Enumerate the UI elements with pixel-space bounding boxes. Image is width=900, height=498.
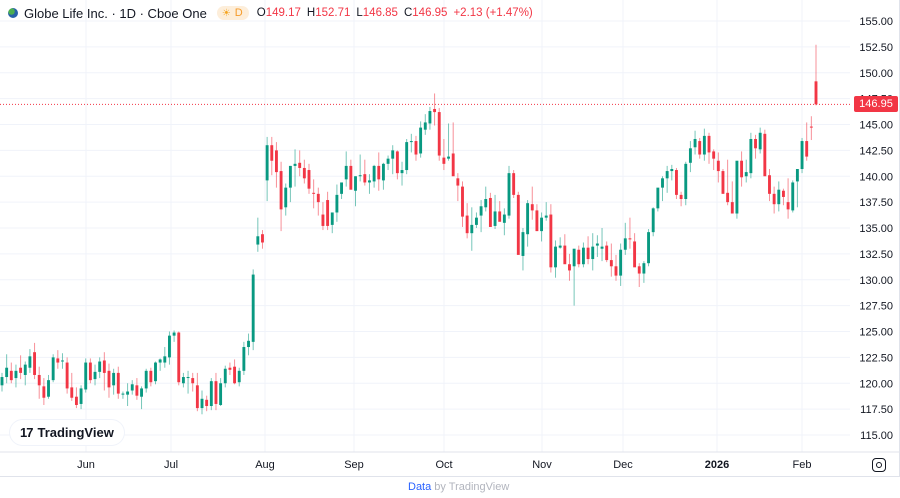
footer-attribution: Data by TradingView: [408, 481, 509, 493]
ohlc-values: O149.17 H152.71 L146.85 C146.95 +2.13 (+…: [257, 7, 533, 19]
price-tick-label: 152.50: [859, 42, 893, 54]
time-tick-label: Feb: [793, 459, 812, 471]
price-tick-label: 140.00: [859, 171, 893, 183]
price-tick-label: 142.50: [859, 145, 893, 157]
last-price-tag: 146.95: [854, 96, 898, 113]
time-tick-label: Oct: [435, 459, 452, 471]
time-tick-label: Jun: [77, 459, 95, 471]
price-tick-label: 132.50: [859, 249, 893, 261]
price-tick-label: 130.00: [859, 275, 893, 287]
price-tick-label: 145.00: [859, 120, 893, 132]
close-label: C: [403, 7, 413, 19]
gear-icon[interactable]: [872, 458, 886, 472]
high-label: H: [306, 7, 316, 19]
price-tick-label: 125.00: [859, 327, 893, 339]
symbol-title[interactable]: Globe Life Inc. · 1D · Cboe One: [24, 5, 207, 21]
tradingview-mark-icon: 17: [20, 425, 34, 440]
time-tick-label: Nov: [532, 459, 552, 471]
time-tick-label: 2026: [705, 459, 729, 471]
candlestick-chart[interactable]: 155.00152.50150.00147.50145.00142.50140.…: [0, 0, 900, 477]
time-tick-label: Jul: [164, 459, 178, 471]
close-value: 146.95: [412, 7, 448, 19]
high-value: 152.71: [315, 7, 351, 19]
time-tick-label: Dec: [613, 459, 633, 471]
symbol-legend: Globe Life Inc. · 1D · Cboe One ☀ D O149…: [8, 4, 533, 22]
price-tick-label: 150.00: [859, 68, 893, 80]
globe-icon: [8, 8, 18, 18]
time-tick-label: Sep: [344, 459, 364, 471]
market-status-badge[interactable]: ☀ D: [216, 6, 249, 20]
open-label: O: [256, 7, 266, 19]
price-tick-label: 115.00: [860, 430, 893, 442]
price-tick-label: 122.50: [859, 352, 893, 364]
low-value: 146.85: [362, 7, 398, 19]
price-tick-label: 117.50: [860, 404, 893, 416]
price-tick-label: 155.00: [859, 16, 893, 28]
time-tick-label: Aug: [255, 459, 275, 471]
market-badge-label: D: [234, 7, 243, 19]
price-tick-label: 137.50: [859, 197, 893, 209]
tradingview-logo[interactable]: 17 TradingView: [10, 420, 124, 445]
price-tick-label: 127.50: [859, 301, 893, 313]
low-label: L: [356, 7, 363, 19]
open-value: 149.17: [265, 7, 301, 19]
tradingview-logo-text: TradingView: [37, 425, 114, 440]
sun-icon: ☀: [221, 7, 231, 19]
data-link[interactable]: Data: [408, 481, 432, 493]
attribution-text: by TradingView: [431, 481, 510, 493]
change-value: +2.13 (+1.47%): [453, 7, 533, 19]
price-tick-label: 120.00: [859, 378, 893, 390]
price-tick-label: 135.00: [859, 223, 893, 235]
candles: [0, 44, 818, 415]
